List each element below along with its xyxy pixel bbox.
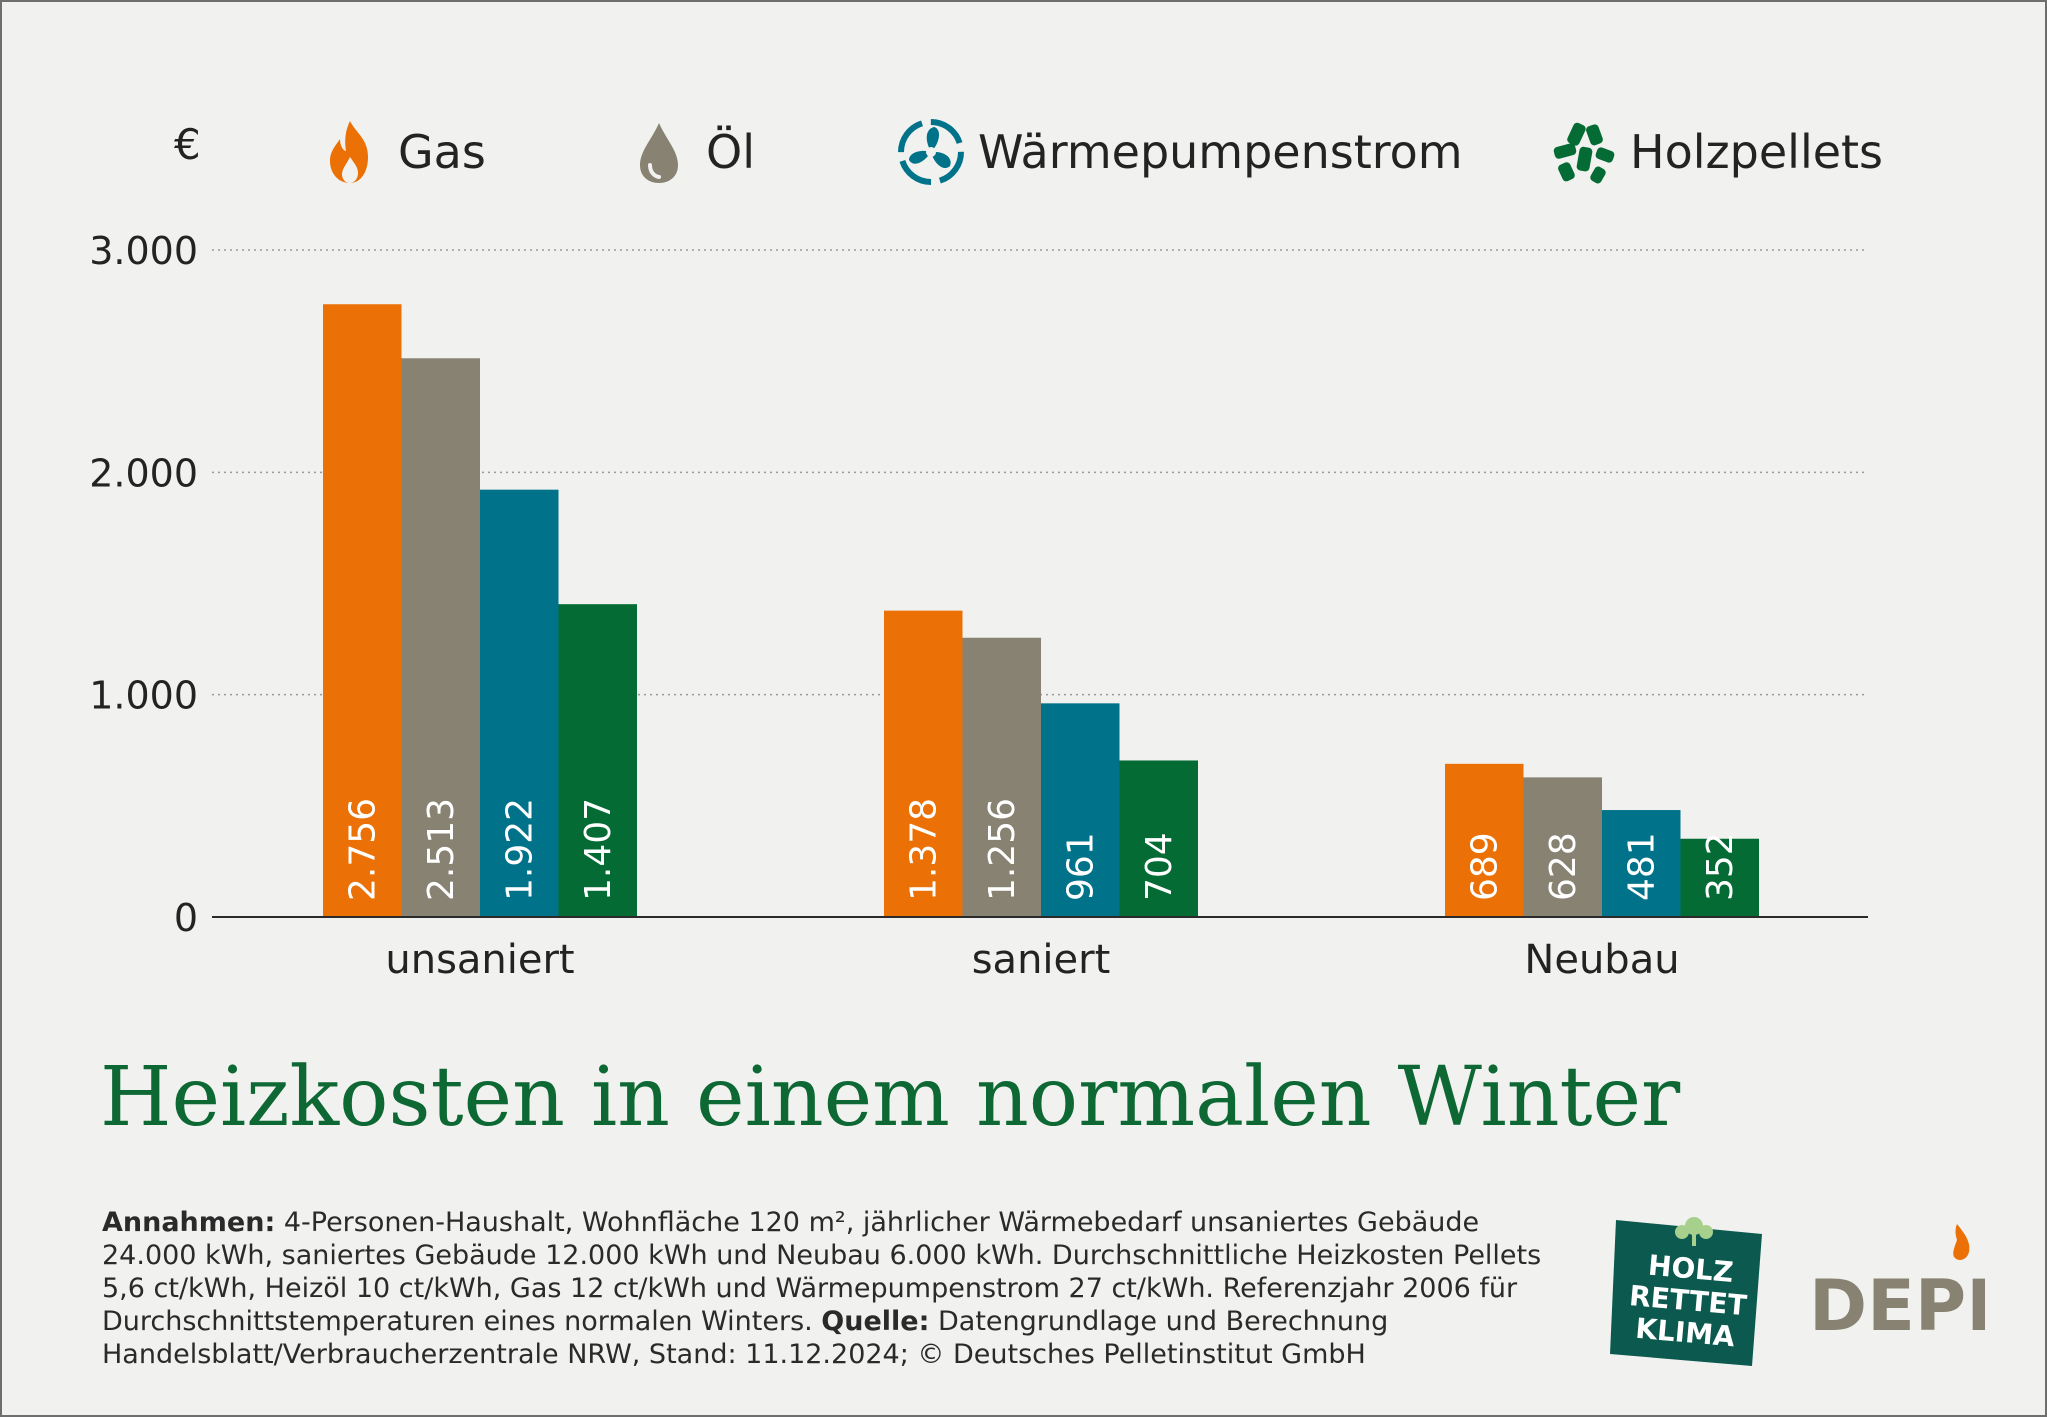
bar-chart: 0 1.000 2.000 3.000 2.756 1.378 689 2.513 1.256 6… — [89, 229, 1868, 983]
x-category-label: Neubau — [1524, 937, 1679, 983]
bar — [1119, 760, 1198, 917]
bar-value-label: 689 — [1464, 832, 1505, 901]
bar — [1445, 763, 1524, 917]
bar-value-label: 628 — [1543, 832, 1584, 901]
bar-value-label: 2.756 — [342, 798, 383, 901]
bar-value-label: 481 — [1621, 832, 1662, 901]
bar-value-label: 2.513 — [421, 798, 462, 901]
bar — [1602, 810, 1681, 917]
bar-value-label: 704 — [1139, 832, 1180, 901]
bar-value-label: 961 — [1060, 832, 1101, 901]
bar — [323, 304, 402, 917]
legend-item-waermepumpenstrom: Wärmepumpenstrom — [896, 112, 1463, 192]
legend-item-gas: Gas — [316, 112, 486, 192]
x-category-label: unsaniert — [385, 937, 574, 983]
y-tick-label: 1.000 — [89, 674, 198, 718]
chart-title: Heizkosten in einem normalen Winter — [100, 1050, 1681, 1145]
bar — [884, 610, 963, 917]
y-tick-label: 0 — [174, 896, 198, 940]
y-tick-label: 3.000 — [89, 229, 198, 273]
y-axis-unit-label: € — [174, 120, 201, 169]
source-text: Datengrundlage und Berechnung Handelsbla… — [102, 1306, 1389, 1370]
assumptions-label: Annahmen: — [102, 1207, 276, 1238]
footnotes: Annahmen: 4-Personen-Haushalt, Wohnfläch… — [102, 1206, 1582, 1371]
holz-rettet-klima-logo: HOLZ RETTET KLIMA — [1610, 1217, 1762, 1366]
heat-pump-fan-icon — [898, 119, 964, 185]
legend-label-oel: Öl — [706, 125, 755, 179]
x-category-label: saniert — [972, 937, 1111, 983]
bar-value-label: 1.378 — [903, 798, 944, 901]
bar-value-label: 1.922 — [499, 798, 540, 901]
y-tick-label: 2.000 — [89, 451, 198, 495]
bar — [558, 604, 637, 917]
logo-word-depi: DEPI — [1809, 1265, 1985, 1340]
logo-word-holz: HOLZ — [1647, 1249, 1735, 1289]
bar-value-label: 352 — [1700, 832, 1741, 901]
bar — [401, 358, 480, 917]
source-label: Quelle: — [821, 1306, 930, 1337]
depi-logo: DEPI — [1809, 1224, 1985, 1340]
legend-label-holzpellets: Holzpellets — [1630, 125, 1884, 179]
assumptions-text: 4-Personen-Haushalt, Wohnfläche 120 m², … — [102, 1207, 1542, 1337]
bar-value-label: 1.407 — [578, 798, 619, 901]
flame-icon — [330, 121, 368, 183]
pellets-icon — [1553, 122, 1615, 184]
legend-label-gas: Gas — [398, 125, 486, 179]
bar — [1523, 777, 1602, 917]
bar — [1680, 838, 1759, 917]
legend-item-holzpellets: Holzpellets — [1548, 112, 1883, 192]
bar — [962, 637, 1041, 917]
bar-value-label: 1.256 — [982, 798, 1023, 901]
bar — [1041, 703, 1120, 917]
bar — [480, 489, 559, 917]
legend-label-waermepumpenstrom: Wärmepumpenstrom — [978, 125, 1463, 179]
legend-item-oel: Öl — [624, 112, 755, 192]
oil-drop-icon — [640, 123, 678, 183]
